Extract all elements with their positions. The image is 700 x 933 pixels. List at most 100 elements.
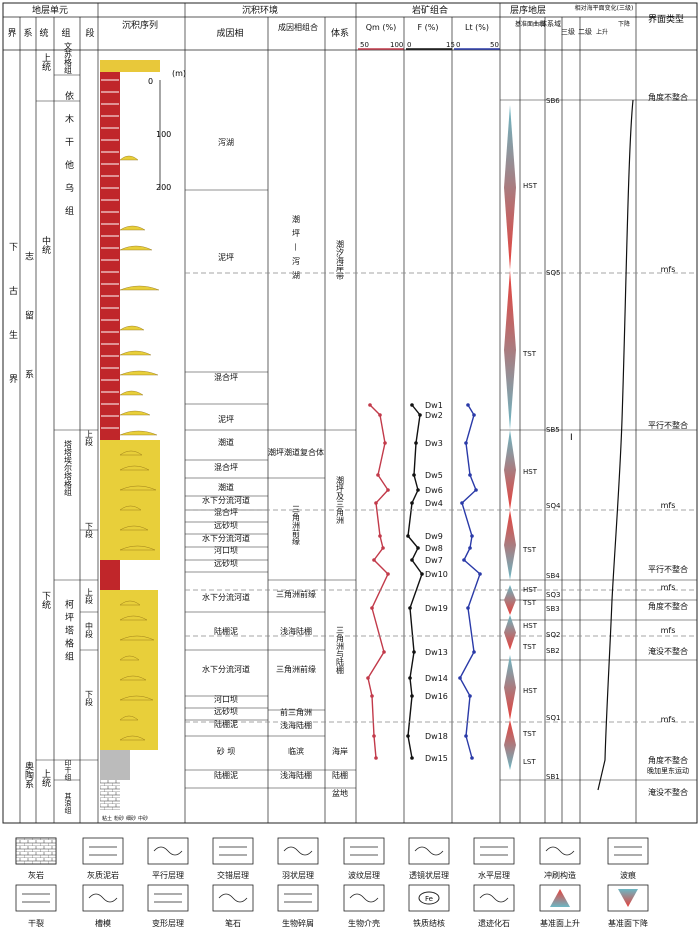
mineral-curves (185, 99, 697, 781)
legend-item: 干裂 (15, 884, 57, 928)
jie-label: 下古生界 (7, 242, 18, 418)
qm-max: 100 (390, 41, 403, 49)
legend-label: 遗迹化石 (478, 918, 510, 928)
duan-3: 上段 (85, 588, 94, 605)
tong-ord-label: 上统 (40, 769, 51, 788)
strata-labels: 下古生界 志留系 奥陶系 上统 中统 下统 上统 文苏格组 依木干他乌组 塔塔埃… (7, 41, 94, 814)
f-series (407, 404, 423, 759)
level2-label: 二级 (578, 27, 592, 36)
legend-label: 基准面上升 (540, 918, 580, 928)
tract-label: HST (523, 468, 538, 476)
sample-label: Dw16 (425, 692, 448, 701)
sea-level-header: 相对海平面变化(三级) (575, 4, 634, 12)
qm-series-point (383, 441, 387, 445)
col-system: 体系 (331, 27, 349, 39)
f-series-point (406, 534, 410, 538)
facies-column: 泻湖泥坪混合坪泥坪潮道混合坪潮道水下分流河道混合坪远砂坝水下分流河道河口坝远砂坝… (185, 138, 268, 789)
lt-min: 0 (456, 41, 460, 49)
system-5: 陆棚 (332, 770, 348, 780)
legend-item: Fe 铁质结核 (408, 884, 450, 928)
sample-label: Dw9 (425, 532, 443, 541)
col-xi: 系 (23, 28, 32, 39)
zu6-label: 其浪组 (64, 793, 72, 814)
legend-item: 灰岩 (15, 837, 57, 880)
mineral-header: 岩矿组合 (412, 4, 448, 16)
sb-label: SB5 (546, 426, 560, 434)
facies-group-8: 浅海陆棚 (280, 720, 312, 730)
legend-label: 笔石 (225, 918, 241, 928)
scale-tick-0: 0 (148, 77, 153, 86)
tract-label: HST (523, 687, 538, 695)
facies-group-5: 浅海陆棚 (280, 626, 312, 636)
tract-label: TST (522, 643, 537, 651)
legend-label: 变形层理 (152, 918, 184, 928)
seq-strat-header: 层序地层 (510, 4, 546, 16)
facies-group-6: 三角洲前缘 (276, 664, 316, 674)
sb-label: SB4 (546, 572, 560, 580)
legend-item: 水平层理 (473, 837, 515, 880)
header: 地层单元 沉积环境 岩矿组合 层序地层 相对海平面变化(三级) 界面类型 界 系… (3, 4, 697, 51)
legend-item: 基准面上升 (539, 884, 581, 928)
col-duan: 段 (85, 27, 94, 39)
duan-2: 下段 (85, 522, 94, 539)
sb-label: SB3 (546, 605, 560, 613)
chart-frame (2, 2, 698, 824)
duan-5: 下段 (85, 690, 94, 707)
zu4-label: 柯坪塔格组 (63, 598, 74, 664)
legend-label: 冲刷构造 (544, 870, 576, 880)
facies-1: 泻湖 (218, 138, 234, 147)
f-series-point (410, 756, 414, 760)
sample-label: Dw15 (425, 754, 448, 763)
legend-item: 透镜状层理 (408, 837, 450, 880)
boundary-label: 淹没不整合 (648, 787, 688, 797)
xi-upper-label: 志留系 (23, 250, 34, 428)
legend-label: 干裂 (28, 918, 44, 928)
qm-series-point (372, 558, 376, 562)
f-series-point (410, 501, 414, 505)
facies-group-1: 潮坪—泻湖 (292, 214, 301, 285)
qm-series-point (378, 413, 382, 417)
legend-item: 遗迹化石 (473, 884, 515, 928)
grain-fine: 细砂 (126, 815, 136, 822)
facies-18: 远砂坝 (214, 706, 238, 716)
sample-label: Dw18 (425, 732, 448, 741)
sample-label: Dw1 (425, 401, 443, 410)
legend-item: 波痕 (607, 837, 649, 880)
f-series-point (420, 572, 424, 576)
lt-series-point (458, 676, 462, 680)
grain-silt: 粉砂 (114, 815, 124, 822)
sq-label: SQ5 (546, 269, 560, 277)
sequence-labels: SB6 SB5 SB4 SB3 SB2 SB1 SQ5 SQ4 SQ3 SQ2 SQ1 HST TST H… (522, 97, 561, 781)
f-series-point (412, 473, 416, 477)
boundary-label: 角度不整合 (648, 601, 688, 611)
qm-series-point (386, 488, 390, 492)
sample-label: Dw10 (425, 570, 448, 579)
legend-label: 铁质结核 (413, 918, 445, 928)
boundary-label: 角度不整合 (648, 92, 688, 102)
legend-item: 羽状层理 (277, 837, 319, 880)
qm-series-point (386, 572, 390, 576)
legend-item: 槽模 (82, 884, 124, 928)
f-series-point (418, 413, 422, 417)
f-series-point (406, 734, 410, 738)
tract-label: HST (523, 182, 538, 190)
base-level-segment (504, 105, 516, 270)
facies-group-10: 浅海陆棚 (280, 770, 312, 780)
system-column: 潮汐海岸带 潮坪及三角洲 三角洲与陆棚 海岸 陆棚 盆地 (332, 239, 348, 798)
legend-label: 交错层理 (217, 870, 249, 880)
facies-group-7: 前三角洲 (280, 707, 312, 717)
base-level-segment (504, 720, 516, 770)
legend-label: 平行层理 (152, 870, 184, 880)
facies-21: 陆棚泥 (214, 770, 238, 780)
facies-group-4: 三角洲前缘 (276, 589, 316, 599)
strat-unit-header: 地层单元 (32, 4, 68, 16)
boundary-label: mfs (661, 265, 676, 274)
facies-5: 潮道 (218, 437, 234, 447)
f-series-point (416, 488, 420, 492)
sample-label: Dw7 (425, 556, 443, 565)
lt-series-point (468, 694, 472, 698)
boundary-label: 淹没不整合 (648, 646, 688, 656)
tract-label: 体系域 (540, 19, 561, 28)
scale-tick-100: 100 (156, 130, 171, 139)
